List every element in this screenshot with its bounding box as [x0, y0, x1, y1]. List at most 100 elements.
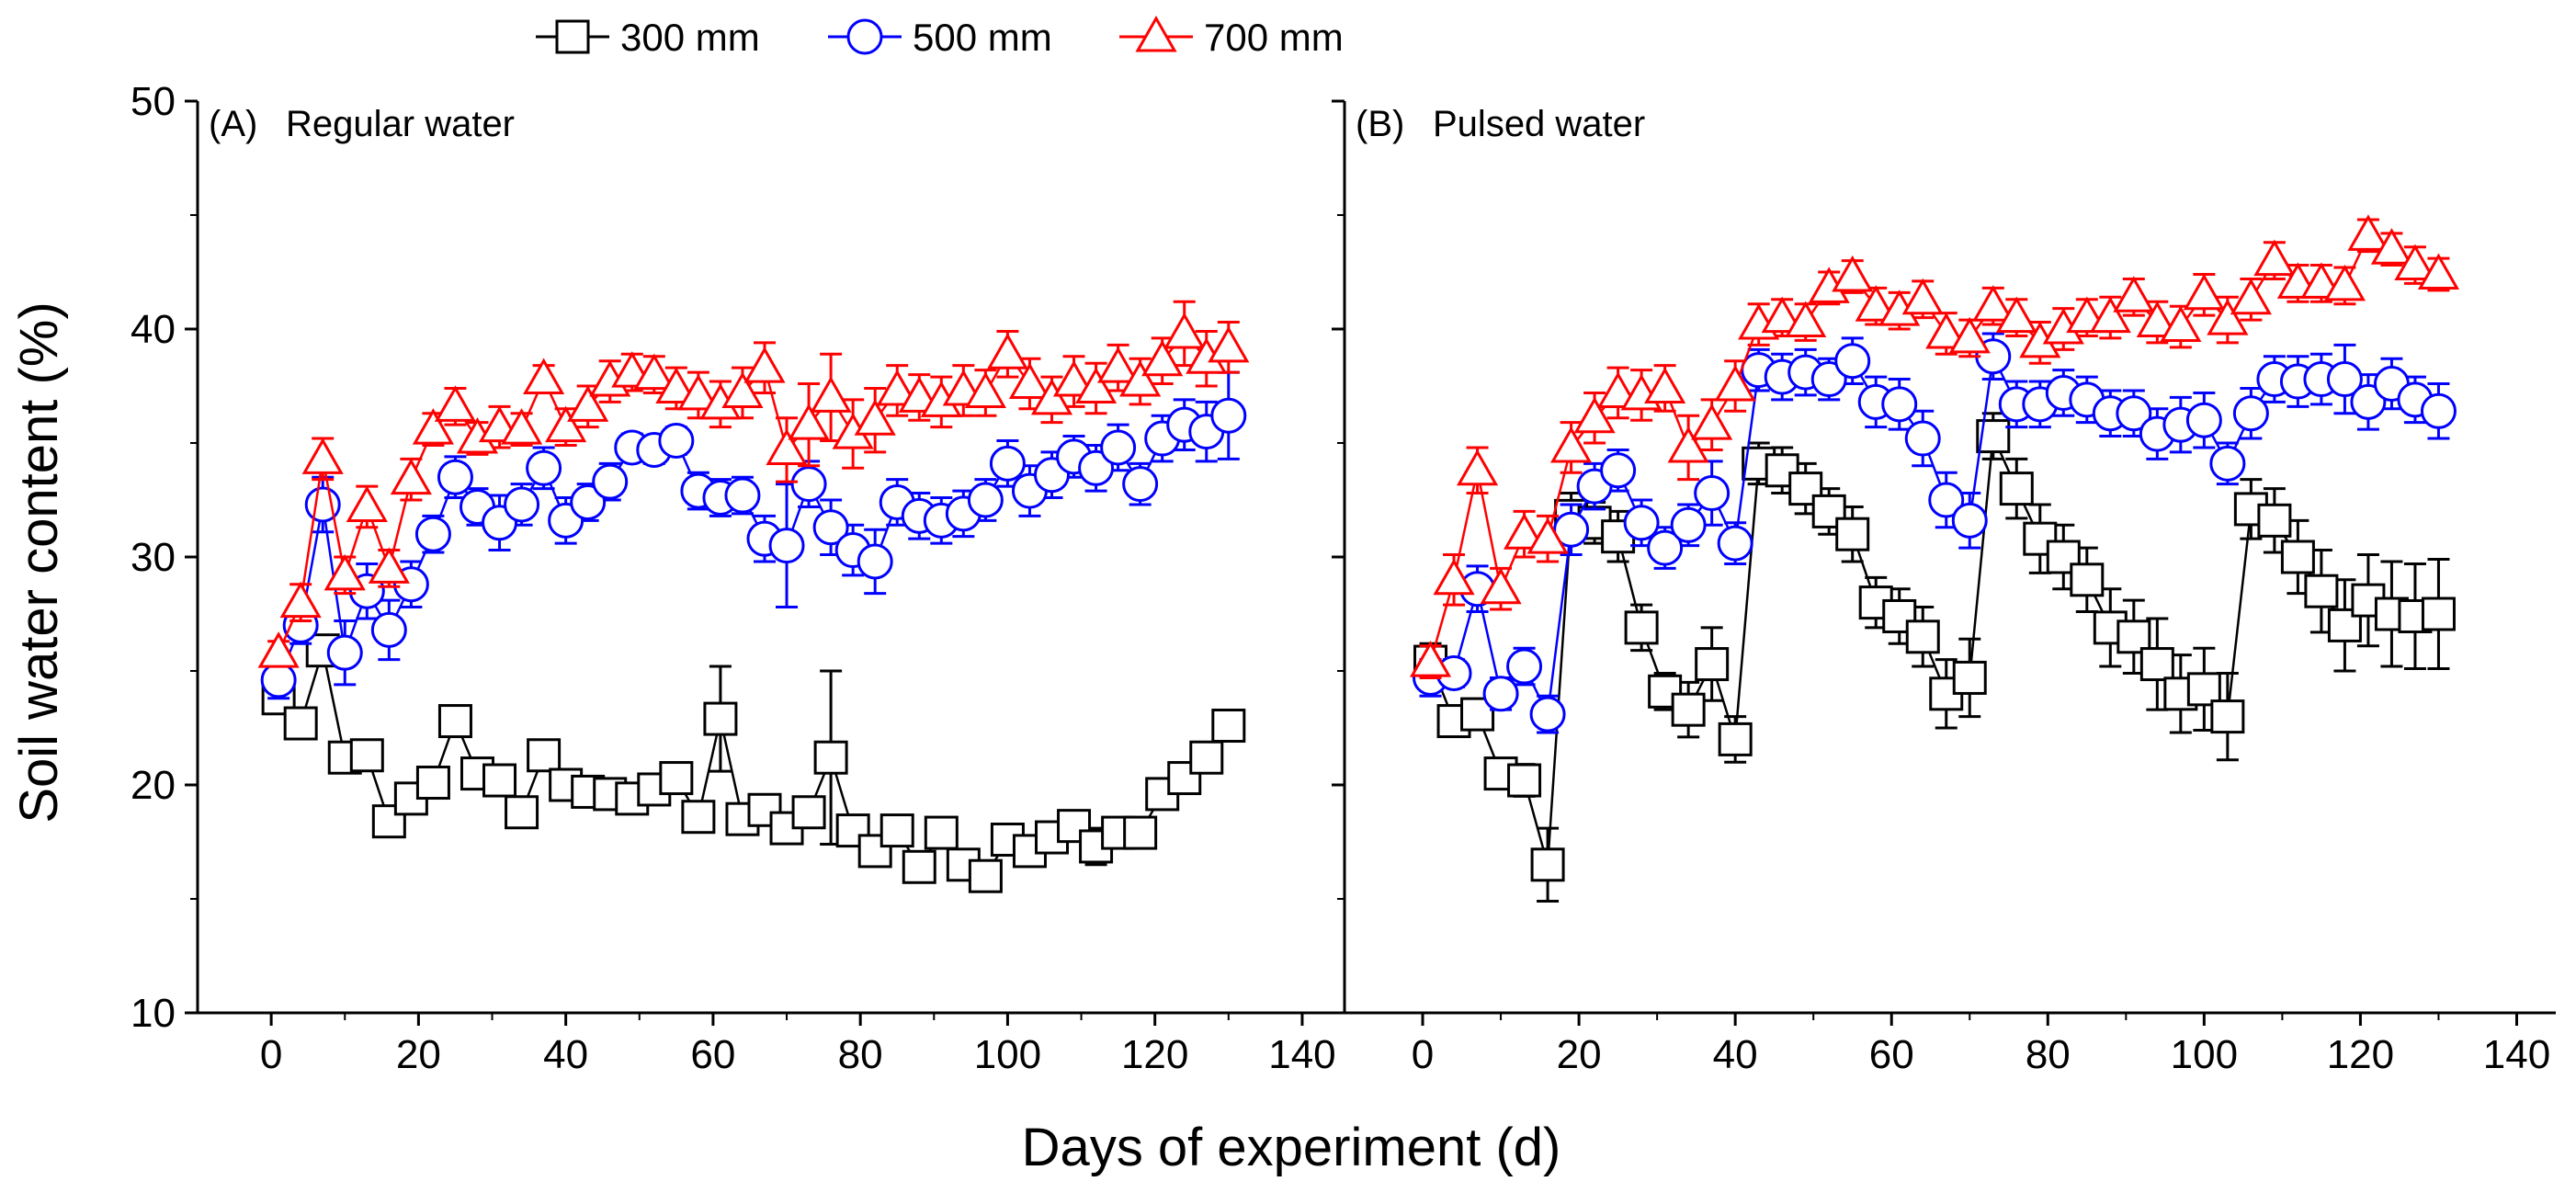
- panel-letter: (A): [209, 104, 257, 144]
- series-300-mm: [1413, 412, 2456, 903]
- legend: 300 mm 500 mm 700 mm: [536, 15, 1344, 59]
- data-point: [1785, 301, 1827, 338]
- data-point: [504, 486, 540, 523]
- data-point: [1074, 367, 1118, 403]
- data-point: [1647, 529, 1684, 566]
- x-tick-label: 140: [2483, 1032, 2550, 1077]
- data-point: [2136, 301, 2178, 338]
- series-700-mm: [257, 300, 1250, 668]
- data-point: [1030, 378, 1073, 415]
- data-point: [1122, 466, 1159, 503]
- data-point: [1123, 815, 1158, 850]
- x-tick-label: 60: [1869, 1032, 1914, 1077]
- data-point: [1925, 312, 1968, 349]
- data-point: [986, 333, 1029, 369]
- data-point: [283, 706, 318, 741]
- data-point: [1855, 285, 1897, 322]
- panel-title: Pulsed water: [1433, 104, 1645, 144]
- data-point: [1097, 347, 1140, 383]
- data-point: [854, 399, 896, 436]
- data-point: [2370, 228, 2413, 265]
- data-point: [1695, 647, 1730, 682]
- data-point: [482, 763, 517, 798]
- data-point: [1948, 316, 1991, 354]
- data-point: [812, 509, 849, 546]
- data-point: [1600, 452, 1637, 489]
- data-point: [902, 849, 936, 884]
- data-point: [876, 369, 918, 406]
- data-point: [791, 795, 826, 830]
- data-point: [1008, 362, 1051, 400]
- data-point: [414, 516, 451, 552]
- data-point: [1905, 619, 1940, 654]
- data-point: [526, 449, 562, 486]
- data-point: [2113, 276, 2155, 312]
- data-point: [567, 385, 609, 422]
- data-point: [1100, 429, 1137, 466]
- data-point: [2417, 253, 2460, 290]
- series-500-mm: [260, 370, 1247, 700]
- data-point: [279, 581, 322, 619]
- x-tick-label: 80: [2026, 1032, 2071, 1077]
- x-tick-label: 40: [543, 1032, 588, 1077]
- data-point: [1526, 517, 1569, 554]
- data-point: [1078, 449, 1115, 486]
- data-point: [349, 738, 384, 773]
- data-point: [390, 458, 432, 495]
- data-point: [1506, 648, 1543, 685]
- data-point: [1901, 278, 1944, 315]
- y-tick-label: 50: [131, 79, 176, 124]
- series-500-mm: [1413, 332, 2457, 734]
- data-point: [2209, 445, 2246, 482]
- data-point: [790, 466, 827, 503]
- data-point: [1141, 339, 1184, 377]
- legend-label-0: 300 mm: [620, 16, 760, 59]
- data-point: [1765, 453, 1799, 488]
- data-point: [1671, 692, 1706, 727]
- x-tick-label: 120: [1121, 1032, 1188, 1077]
- data-point: [1573, 396, 1616, 434]
- data-point: [2394, 244, 2436, 281]
- data-point: [1433, 558, 1475, 596]
- x-tick-label: 120: [2327, 1032, 2394, 1077]
- data-point: [592, 463, 629, 500]
- data-point: [879, 813, 914, 848]
- data-point: [703, 701, 738, 736]
- x-tick-label: 60: [690, 1032, 735, 1077]
- data-point: [2210, 699, 2245, 734]
- data-point: [2207, 299, 2249, 335]
- data-point: [1507, 763, 1542, 798]
- data-point: [1832, 255, 1874, 292]
- data-point: [724, 477, 761, 514]
- data-point: [257, 631, 300, 668]
- data-point: [813, 740, 848, 775]
- data-point: [1550, 426, 1593, 463]
- data-point: [1480, 567, 1522, 605]
- data-point: [2253, 239, 2296, 277]
- data-point: [655, 367, 698, 403]
- data-point: [2160, 305, 2202, 343]
- data-point: [1995, 296, 2037, 334]
- data-point: [677, 373, 720, 411]
- data-point: [1460, 697, 1495, 732]
- data-point: [967, 482, 1004, 518]
- data-point: [1163, 312, 1206, 349]
- data-point: [2183, 273, 2225, 311]
- data-point: [1904, 420, 1941, 457]
- x-tick-label: 80: [838, 1032, 883, 1077]
- data-point: [326, 634, 363, 671]
- data-point: [527, 738, 562, 773]
- data-point: [415, 766, 450, 801]
- data-point: [2139, 647, 2174, 682]
- data-point: [681, 800, 716, 835]
- data-point: [1553, 511, 1590, 548]
- y-tick-label: 20: [131, 763, 176, 808]
- data-point: [989, 445, 1026, 482]
- data-point: [2232, 395, 2269, 432]
- data-point: [434, 385, 477, 422]
- legend-marker-0: [555, 19, 590, 54]
- legend-marker-1: [846, 18, 883, 55]
- data-point: [1409, 641, 1452, 677]
- data-point: [857, 543, 893, 580]
